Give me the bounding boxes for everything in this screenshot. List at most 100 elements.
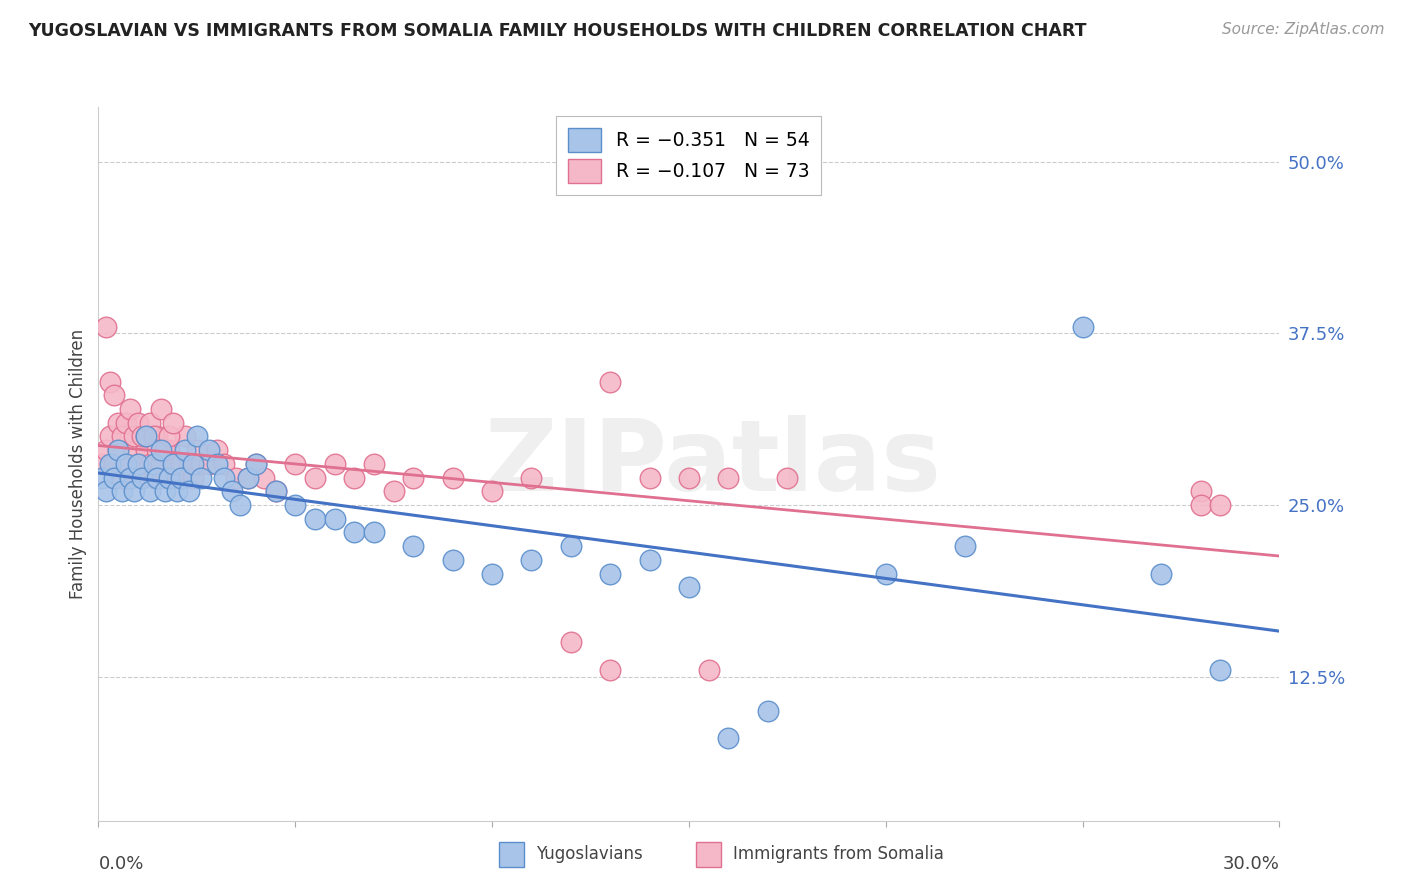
Point bbox=[214, 457, 236, 471]
Point bbox=[382, 484, 405, 499]
Text: Yugoslavians: Yugoslavians bbox=[536, 846, 643, 863]
Point bbox=[181, 470, 204, 484]
Point bbox=[127, 457, 149, 471]
Point bbox=[441, 470, 464, 484]
Point bbox=[697, 663, 720, 677]
Text: Source: ZipAtlas.com: Source: ZipAtlas.com bbox=[1222, 22, 1385, 37]
Point bbox=[441, 553, 464, 567]
Point bbox=[1150, 566, 1173, 581]
Point bbox=[118, 401, 141, 416]
Point bbox=[150, 401, 173, 416]
Point bbox=[142, 457, 165, 471]
Point bbox=[115, 416, 138, 430]
Point bbox=[155, 484, 177, 499]
Point bbox=[177, 457, 200, 471]
Point bbox=[599, 566, 621, 581]
Point bbox=[1209, 498, 1232, 512]
Point bbox=[96, 484, 118, 499]
Point bbox=[229, 498, 252, 512]
Point bbox=[481, 484, 503, 499]
Text: YUGOSLAVIAN VS IMMIGRANTS FROM SOMALIA FAMILY HOUSEHOLDS WITH CHILDREN CORRELATI: YUGOSLAVIAN VS IMMIGRANTS FROM SOMALIA F… bbox=[28, 22, 1087, 40]
Point bbox=[402, 539, 425, 553]
Point bbox=[122, 429, 145, 443]
Point bbox=[225, 470, 247, 484]
Point bbox=[363, 525, 385, 540]
Point bbox=[131, 470, 153, 484]
Point bbox=[1189, 484, 1212, 499]
Point bbox=[103, 388, 125, 402]
Point bbox=[166, 470, 188, 484]
Point bbox=[138, 416, 160, 430]
Point bbox=[162, 416, 184, 430]
Point bbox=[146, 443, 169, 458]
Point bbox=[205, 443, 228, 458]
Point bbox=[284, 498, 307, 512]
Point bbox=[131, 429, 153, 443]
Point bbox=[323, 457, 346, 471]
Point bbox=[214, 470, 236, 484]
Point bbox=[91, 470, 114, 484]
Point bbox=[98, 375, 121, 389]
Point bbox=[170, 470, 193, 484]
Point bbox=[142, 470, 165, 484]
Point bbox=[96, 443, 118, 458]
Point bbox=[599, 663, 621, 677]
Point bbox=[205, 457, 228, 471]
Point bbox=[127, 416, 149, 430]
Point bbox=[122, 443, 145, 458]
Text: 0.0%: 0.0% bbox=[98, 855, 143, 873]
Point bbox=[190, 470, 212, 484]
Point bbox=[91, 457, 114, 471]
Point bbox=[190, 457, 212, 471]
Point bbox=[638, 470, 661, 484]
Point bbox=[1071, 319, 1094, 334]
Point bbox=[236, 470, 259, 484]
Point bbox=[174, 429, 197, 443]
Point bbox=[103, 470, 125, 484]
Point bbox=[197, 443, 219, 458]
Point bbox=[245, 457, 267, 471]
Point bbox=[174, 443, 197, 458]
Point bbox=[138, 457, 160, 471]
Point bbox=[111, 484, 134, 499]
Point bbox=[115, 457, 138, 471]
Point bbox=[122, 484, 145, 499]
Point bbox=[197, 457, 219, 471]
Point bbox=[284, 457, 307, 471]
Point bbox=[253, 470, 276, 484]
Point bbox=[107, 416, 129, 430]
Text: ZIPatlas: ZIPatlas bbox=[484, 416, 941, 512]
Point bbox=[343, 470, 366, 484]
Point bbox=[118, 470, 141, 484]
Text: Immigrants from Somalia: Immigrants from Somalia bbox=[733, 846, 943, 863]
Point bbox=[107, 443, 129, 458]
Point bbox=[875, 566, 897, 581]
Point bbox=[264, 484, 287, 499]
Point bbox=[177, 484, 200, 499]
Point bbox=[98, 457, 121, 471]
Point bbox=[103, 457, 125, 471]
Point bbox=[170, 457, 193, 471]
Point bbox=[264, 484, 287, 499]
Point bbox=[150, 443, 173, 458]
Point bbox=[146, 470, 169, 484]
Point bbox=[155, 443, 177, 458]
Point bbox=[481, 566, 503, 581]
Point bbox=[953, 539, 976, 553]
Point bbox=[142, 429, 165, 443]
Point bbox=[135, 429, 157, 443]
Point bbox=[96, 319, 118, 334]
Point bbox=[560, 539, 582, 553]
Point bbox=[402, 470, 425, 484]
Point bbox=[107, 443, 129, 458]
Point bbox=[150, 457, 173, 471]
Point bbox=[157, 429, 180, 443]
Point bbox=[323, 512, 346, 526]
Point bbox=[560, 635, 582, 649]
Point bbox=[111, 470, 134, 484]
Point bbox=[717, 731, 740, 746]
Point bbox=[118, 470, 141, 484]
Point bbox=[221, 484, 243, 499]
Point bbox=[343, 525, 366, 540]
Point bbox=[115, 457, 138, 471]
